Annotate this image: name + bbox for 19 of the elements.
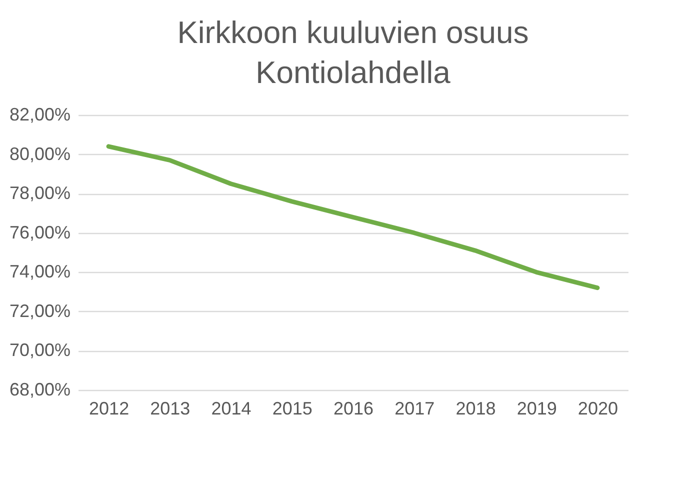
y-tick-label: 76,00% xyxy=(9,222,70,242)
y-tick-label: 82,00% xyxy=(9,104,70,124)
x-tick-label: 2014 xyxy=(211,398,252,418)
y-tick-label: 72,00% xyxy=(9,300,70,321)
x-tick-label: 2018 xyxy=(456,398,496,418)
chart-title: Kirkkoon kuuluvien osuus Kontiolahdella xyxy=(177,15,529,90)
y-tick-label: 68,00% xyxy=(9,380,70,400)
x-tick-label: 2013 xyxy=(150,398,190,418)
y-tick-label: 74,00% xyxy=(9,262,70,282)
x-tick-label: 2019 xyxy=(516,398,557,418)
x-tick-label: 2012 xyxy=(89,398,130,418)
x-tick-label: 2015 xyxy=(272,398,312,418)
y-tick-label: 70,00% xyxy=(9,340,70,360)
x-tick-label: 2017 xyxy=(394,398,435,418)
x-tick-label: 2016 xyxy=(333,398,374,418)
y-tick-label: 80,00% xyxy=(9,144,70,164)
y-tick-label: 78,00% xyxy=(9,183,70,204)
x-tick-label: 2020 xyxy=(578,398,618,418)
line-series xyxy=(106,144,600,290)
